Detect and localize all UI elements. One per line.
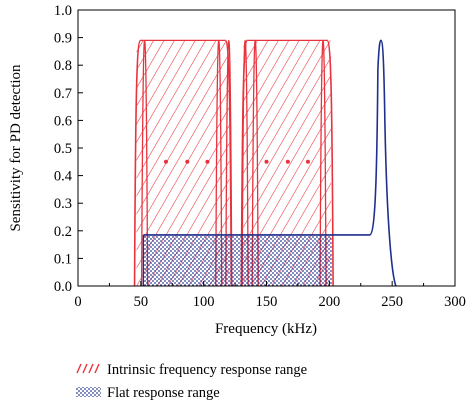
legend-entry-intrinsic: Intrinsic frequency response range: [76, 362, 307, 378]
y-tick-label-3: 0.3: [54, 196, 72, 212]
ellipsis-dot-5: [305, 159, 310, 164]
intrinsic-range-right-edge-1: [326, 39, 334, 286]
inner-edge-1: [215, 39, 223, 286]
legend-entry-flat: Flat response range: [76, 385, 220, 401]
legend-label-flat: Flat response range: [107, 385, 220, 401]
flat-response-region: [143, 234, 332, 286]
ellipsis-dot-4: [285, 159, 290, 164]
inner-edge-2: [225, 39, 233, 286]
ellipsis-dot-2: [205, 159, 210, 164]
legend-swatch-hatch: [76, 363, 100, 374]
y-tick-label-8: 0.8: [54, 58, 72, 74]
y-tick-label-7: 0.7: [54, 86, 72, 102]
x-tick-label-1: 50: [134, 294, 149, 310]
legend-label-intrinsic: Intrinsic frequency response range: [107, 362, 307, 378]
y-tick-label-6: 0.6: [54, 113, 72, 129]
y-tick-label-1: 0.1: [54, 251, 72, 267]
x-tick-label-4: 200: [318, 294, 340, 310]
ellipsis-dot-0: [163, 159, 168, 164]
inner-edge-0: [140, 39, 149, 286]
legend-swatch-dots: [76, 387, 101, 397]
y-tick-label-4: 0.4: [54, 169, 73, 185]
x-axis: 0 50 100 150 200 250 300: [74, 281, 466, 310]
x-tick-label-2: 100: [193, 294, 215, 310]
inner-edge-5: [319, 39, 327, 286]
ellipsis-dot-3: [264, 159, 269, 164]
y-tick-label-10: 1.0: [54, 3, 72, 19]
y-tick-label-0: 0.0: [54, 279, 72, 295]
x-axis-label: Frequency (kHz): [215, 321, 317, 337]
y-axis: 0.0 0.1 0.2 0.3 0.4 0.5 0.6 0.7 0.8 0.9 1.0: [54, 3, 83, 295]
blue-response-curve: [143, 39, 397, 286]
inner-edge-4: [251, 39, 259, 286]
x-tick-label-5: 250: [381, 294, 403, 310]
x-tick-label-0: 0: [74, 294, 81, 310]
ellipsis-dot-1: [185, 159, 190, 164]
y-tick-label-9: 0.9: [54, 31, 72, 47]
chart-marks: [163, 159, 310, 164]
plot-area: [133, 39, 397, 286]
legend: Intrinsic frequency response range Flat …: [76, 362, 307, 401]
y-tick-label-5: 0.5: [54, 141, 72, 157]
x-tick-label-3: 150: [256, 294, 278, 310]
x-tick-label-6: 300: [444, 294, 466, 310]
y-axis-label: Sensitivity for PD detection: [8, 64, 24, 232]
y-tick-label-2: 0.2: [54, 224, 72, 240]
intrinsic-range-left-edge-0: [133, 39, 142, 286]
inner-edge-3: [241, 39, 249, 286]
